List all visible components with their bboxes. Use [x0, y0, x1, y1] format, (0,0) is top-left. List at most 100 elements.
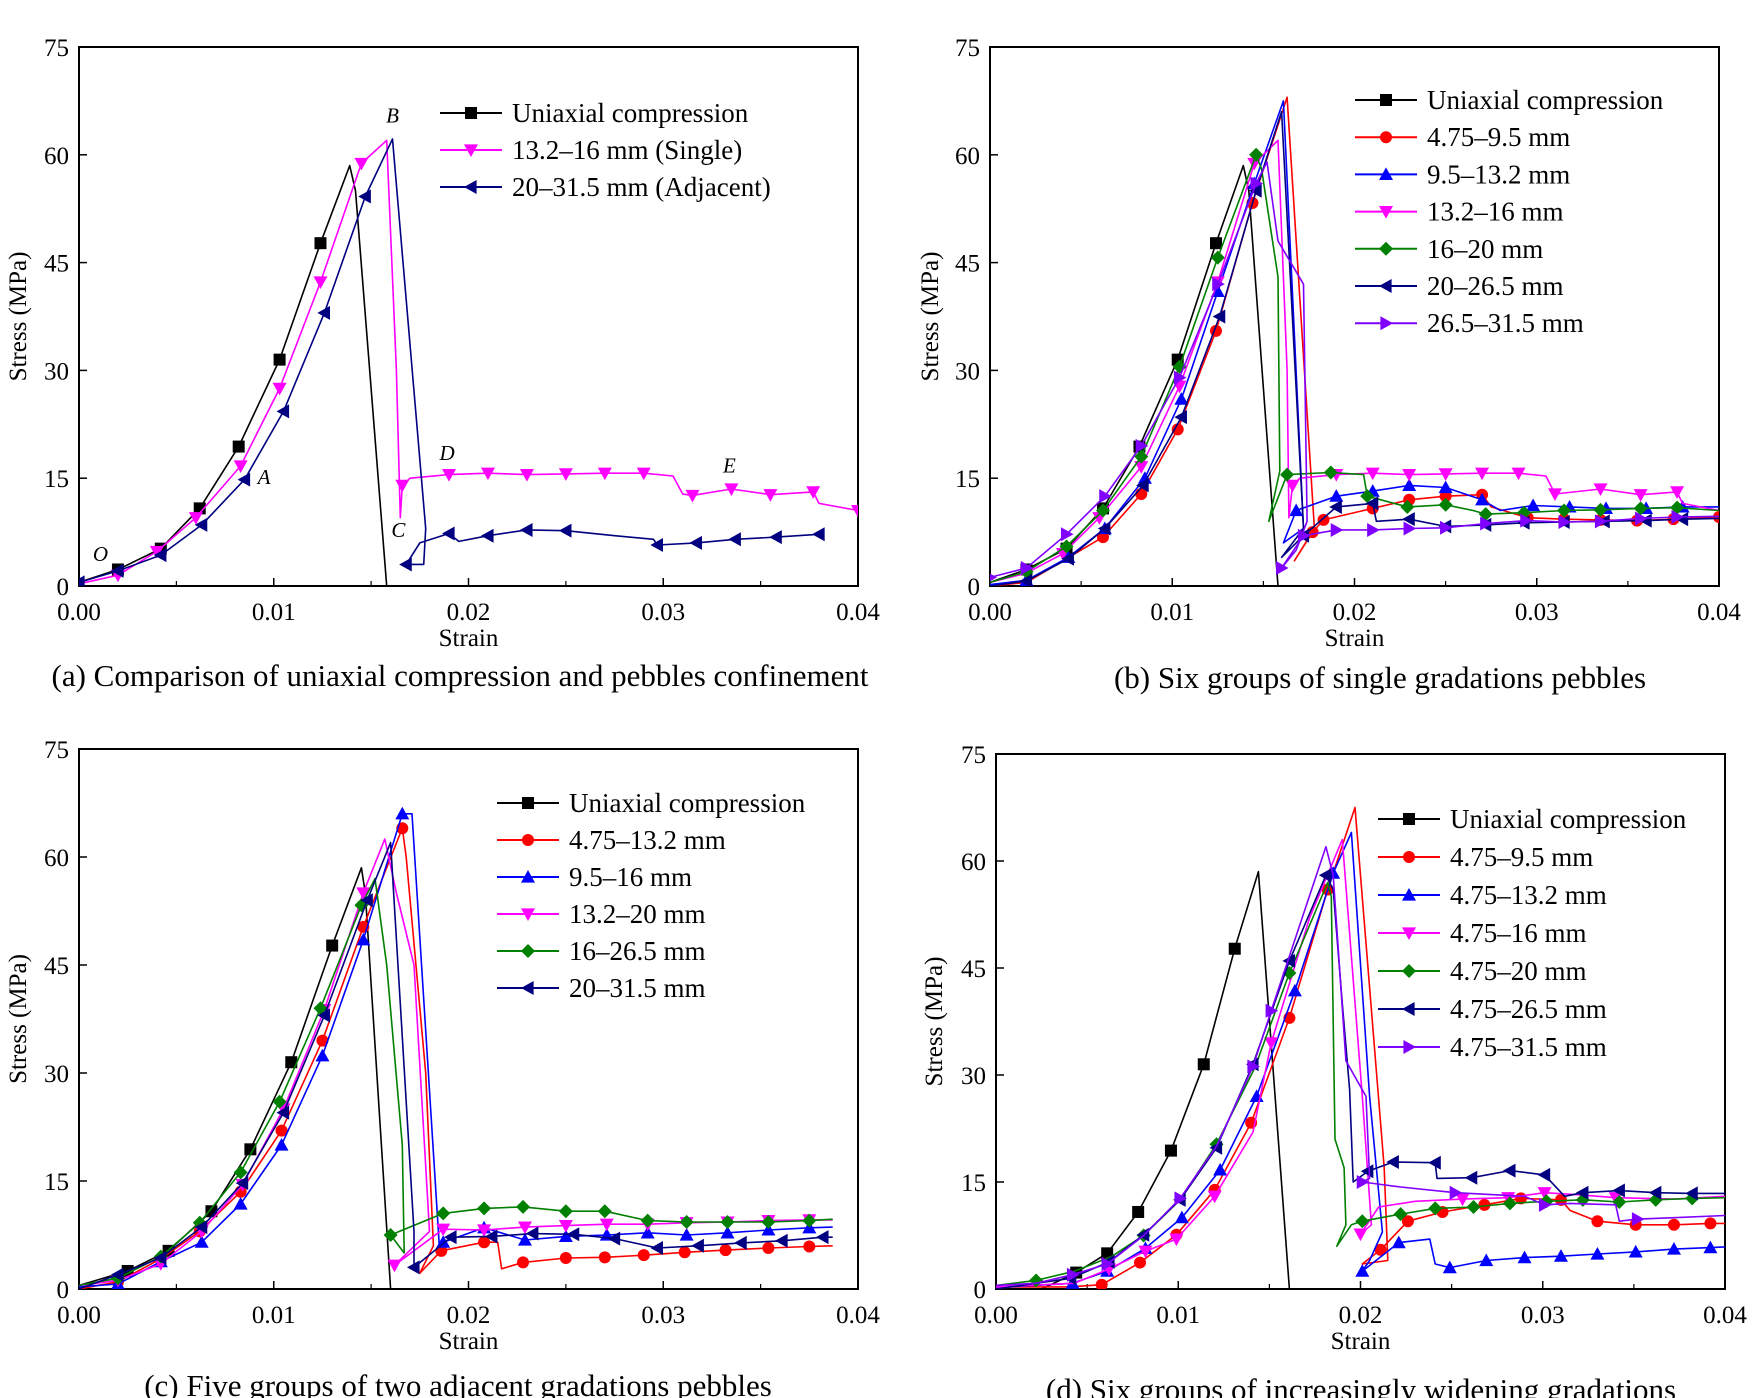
data-point-marker [1212, 309, 1226, 324]
legend-marker [521, 908, 535, 921]
legend-marker [1403, 1040, 1416, 1054]
y-tick-label: 0 [57, 574, 70, 601]
legend-label: Uniaxial compression [569, 788, 806, 818]
legend-item[interactable]: 20–31.5 mm (Adjacent) [440, 172, 771, 202]
series-3-group [79, 838, 833, 1288]
data-point-marker [519, 469, 534, 482]
legend-label: 20–31.5 mm (Adjacent) [512, 172, 771, 202]
x-tick-label: 0.01 [252, 599, 296, 626]
series-line [79, 138, 820, 584]
legend-item[interactable]: 20–26.5 mm [1355, 271, 1564, 301]
legend-item[interactable]: 13.2–20 mm [497, 899, 706, 929]
data-point-marker [1502, 1163, 1516, 1178]
y-tick-label: 45 [961, 956, 986, 983]
y-tick-label: 30 [961, 1063, 986, 1090]
legend-item[interactable]: Uniaxial compression [1378, 804, 1687, 834]
legend-label: 4.75–16 mm [1450, 918, 1587, 948]
legend-item[interactable]: 20–31.5 mm [497, 973, 706, 1003]
data-point-marker [1174, 1191, 1188, 1206]
series-2-group [79, 138, 825, 586]
data-point-marker [851, 504, 858, 518]
data-point-marker [1207, 1190, 1222, 1204]
data-point-marker [1265, 1003, 1279, 1018]
y-tick-label: 15 [44, 1169, 69, 1196]
data-point-marker [1019, 573, 1033, 586]
legend-label: 13.2–20 mm [569, 899, 706, 929]
legend-marker [521, 944, 535, 958]
y-tick-label: 75 [961, 742, 986, 769]
legend-item[interactable]: 4.75–9.5 mm [1355, 122, 1570, 152]
legend-item[interactable]: 9.5–13.2 mm [1355, 159, 1570, 189]
data-point-marker [436, 1223, 451, 1237]
data-point-marker [1670, 486, 1685, 499]
legend-item[interactable]: 26.5–31.5 mm [1355, 308, 1584, 338]
legend-marker [464, 144, 478, 157]
data-point-marker [720, 1215, 735, 1230]
data-point-marker [79, 575, 85, 586]
legend-item[interactable]: 16–20 mm [1355, 234, 1543, 264]
data-point-marker [1356, 1175, 1370, 1189]
data-point-marker [516, 1199, 531, 1214]
y-tick-label: 75 [44, 35, 69, 62]
data-point-marker [720, 1225, 735, 1239]
legend-item[interactable]: 4.75–13.2 mm [497, 825, 726, 855]
y-tick-label: 30 [955, 358, 980, 385]
data-point-marker [640, 1225, 655, 1239]
legend-item[interactable]: 4.75–9.5 mm [1378, 842, 1593, 872]
y-axis-label: Stress (MPa) [5, 954, 32, 1084]
data-point-marker [1360, 489, 1375, 504]
series-4-group [79, 877, 833, 1287]
data-point-marker [1061, 551, 1074, 566]
data-point-marker [803, 1240, 816, 1253]
x-tick-label: 0.04 [836, 1302, 880, 1329]
data-point-marker [719, 1244, 732, 1257]
legend-item[interactable]: Uniaxial compression [1355, 85, 1664, 115]
legend-item[interactable]: 9.5–16 mm [497, 862, 692, 892]
data-point-marker [1297, 528, 1311, 543]
legend-item[interactable]: 4.75–31.5 mm [1378, 1032, 1607, 1062]
legend-item[interactable]: 4.75–16 mm [1378, 918, 1587, 948]
data-point-marker [1464, 1170, 1478, 1185]
data-point-marker [1633, 501, 1648, 516]
data-point-marker [326, 939, 339, 952]
legend-item[interactable]: 4.75–26.5 mm [1378, 994, 1607, 1024]
data-point-marker [406, 1260, 420, 1275]
data-point-marker [1197, 1058, 1210, 1071]
data-point-marker [802, 1213, 817, 1228]
data-point-marker [1209, 237, 1222, 250]
legend-marker [522, 834, 534, 846]
y-tick-label: 60 [955, 143, 980, 170]
data-point-marker [1134, 461, 1149, 474]
legend-item[interactable]: 4.75–20 mm [1378, 956, 1587, 986]
data-point-marker [1438, 468, 1453, 481]
data-point-marker [313, 1001, 328, 1016]
data-point-marker [1466, 1199, 1481, 1214]
data-point-marker [1401, 1215, 1414, 1228]
data-point-marker [1133, 1256, 1146, 1269]
legend-marker [1403, 851, 1415, 863]
legend-item[interactable]: 13.2–16 mm [1355, 197, 1564, 227]
data-point-marker [558, 523, 572, 538]
data-point-marker [233, 1197, 248, 1210]
x-tick-label: 0.03 [641, 1302, 685, 1329]
series-line [79, 866, 392, 1289]
data-point-marker [728, 532, 741, 547]
legend-item[interactable]: 13.2–16 mm (Single) [440, 135, 742, 165]
legend-item[interactable]: 16–26.5 mm [497, 936, 706, 966]
legend-item[interactable]: 4.75–13.2 mm [1378, 880, 1607, 910]
data-point-marker [1287, 983, 1302, 997]
data-point-marker [1648, 1185, 1662, 1200]
series-6-group [990, 161, 1719, 582]
data-point-marker [484, 1229, 498, 1244]
legend-item[interactable]: Uniaxial compression [440, 98, 749, 128]
data-point-marker [274, 1138, 289, 1151]
data-point-marker [1367, 522, 1380, 537]
data-point-marker [1633, 489, 1648, 502]
chart-panel-b: 0.00 0.01 0.02 0.03 0.04 0 15 30 45 60 75 Strain Str… [917, 35, 1741, 695]
data-point-marker [1097, 521, 1111, 536]
series-line [79, 827, 833, 1289]
data-point-marker [525, 1226, 539, 1241]
legend-item[interactable]: Uniaxial compression [497, 788, 806, 818]
data-point-marker [1428, 1155, 1441, 1170]
